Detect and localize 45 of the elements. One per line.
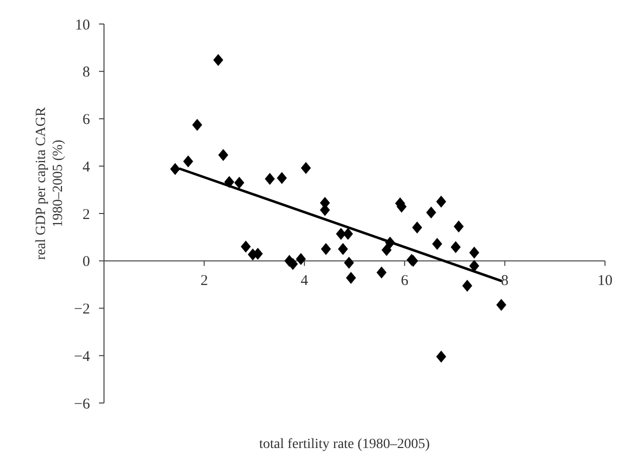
point	[320, 243, 331, 256]
x-tick-label: 10	[598, 272, 612, 289]
y-tick-label: −4	[74, 348, 90, 365]
point	[346, 272, 356, 284]
point	[412, 221, 422, 234]
point	[432, 238, 442, 250]
y-tick-label: −6	[74, 396, 90, 412]
point	[192, 118, 202, 131]
y-tick-label: 4	[82, 159, 90, 176]
point	[296, 252, 306, 265]
point	[213, 54, 224, 66]
y-tick-label: 10	[75, 17, 90, 34]
x-tick-label: 4	[300, 272, 309, 289]
point	[426, 206, 436, 219]
x-tick-label: 6	[400, 272, 409, 289]
x-tick-label: 2	[200, 272, 208, 289]
y-tick-label: 0	[82, 254, 90, 270]
point	[450, 241, 461, 254]
y-tick-label: 8	[82, 64, 90, 81]
point	[454, 220, 464, 233]
point	[344, 256, 354, 269]
point	[338, 243, 348, 256]
point	[436, 196, 446, 208]
point	[264, 172, 275, 185]
x-axis-title: total fertility rate (1980–2005)	[259, 437, 430, 452]
point	[234, 176, 244, 189]
y-tick-label: 6	[82, 112, 90, 128]
y-axis-title: real GDP per capita CAGR 1980–2005 (%)	[34, 106, 66, 260]
point	[436, 350, 446, 363]
point	[462, 280, 472, 292]
point	[469, 260, 480, 272]
y-tick-label: −2	[74, 302, 90, 318]
point	[300, 162, 311, 174]
point	[469, 246, 480, 259]
y-tick-label: 2	[82, 206, 90, 223]
point	[276, 172, 287, 184]
point	[170, 162, 180, 175]
point	[496, 298, 506, 311]
point	[376, 266, 387, 278]
point	[183, 155, 194, 168]
point	[240, 240, 251, 253]
point	[336, 228, 346, 240]
point	[218, 148, 228, 161]
point	[382, 244, 392, 256]
x-tick-label: 8	[501, 272, 509, 289]
